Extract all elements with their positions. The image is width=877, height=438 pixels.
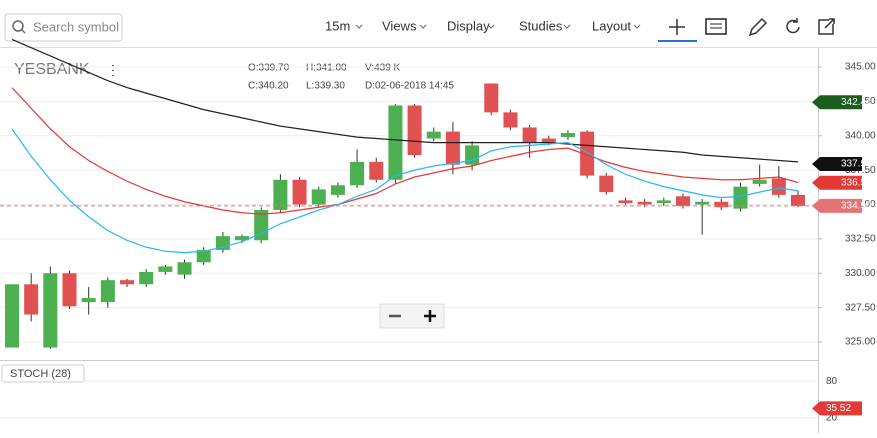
toolbar <box>0 0 877 48</box>
candle-body <box>560 132 575 138</box>
candle-body <box>465 145 480 165</box>
moving-average <box>11 38 799 163</box>
y-tick-label: 345.00 <box>845 62 876 73</box>
moving-average <box>11 128 799 254</box>
candle-body <box>120 280 135 285</box>
candle-body <box>388 105 403 180</box>
candle-body <box>43 273 58 348</box>
crosshair-button[interactable] <box>658 19 697 42</box>
candle-body <box>791 194 805 206</box>
views-menu[interactable]: Views <box>382 18 417 33</box>
candle-body <box>445 131 460 165</box>
zoom-in[interactable] <box>424 310 436 322</box>
info-close: C:340.20 <box>248 81 289 92</box>
info-date: D:02-06-2018 14:45 <box>365 81 454 92</box>
draw-button[interactable] <box>748 17 768 37</box>
info-open: O:339.70 <box>248 63 290 74</box>
info-high: H:341.00 <box>306 63 347 74</box>
candle-body <box>273 179 288 211</box>
study-label: STOCH (28) <box>10 368 71 380</box>
candle-body <box>484 83 499 113</box>
search-icon <box>20 28 26 34</box>
candle-body <box>695 201 710 205</box>
search-placeholder: Search symbol <box>33 19 119 34</box>
candle-body <box>407 105 422 156</box>
search-box[interactable] <box>4 13 123 42</box>
candle-body <box>771 178 786 195</box>
price-tag <box>812 175 862 190</box>
y-tick-label: 330.00 <box>845 268 876 279</box>
info-volume: V:439 K <box>365 63 401 74</box>
candle-body <box>254 210 269 241</box>
candle-body <box>580 131 595 176</box>
candle-body <box>675 196 690 206</box>
y-tick-label: 325.00 <box>845 337 876 348</box>
candle-body <box>81 298 96 303</box>
study-tag-label: 35.52 <box>826 403 851 414</box>
candle-body <box>599 175 614 193</box>
info-button[interactable] <box>705 18 727 35</box>
zoom-controls <box>379 303 445 329</box>
candle-body <box>369 161 384 180</box>
candle-body <box>330 185 345 195</box>
reset-button[interactable] <box>786 18 800 34</box>
interval-menu[interactable]: 15m <box>325 18 350 33</box>
candle-body <box>139 271 154 285</box>
info-low: L:339.30 <box>306 81 345 92</box>
price-tag <box>812 156 862 171</box>
price-tag <box>812 198 862 213</box>
popout-button[interactable] <box>818 18 835 35</box>
candle-body <box>541 138 556 143</box>
candle-body <box>618 200 633 204</box>
menu-carets <box>355 24 641 29</box>
candle-body <box>637 201 652 205</box>
studies-menu[interactable]: Studies <box>519 18 563 33</box>
price-tag-label: 336.58 <box>841 177 872 188</box>
candle-body <box>522 127 537 143</box>
candle-body <box>235 236 250 241</box>
price-tag <box>812 95 862 110</box>
candle-body <box>503 112 518 128</box>
study-tag <box>812 401 862 416</box>
price-tag-label: 334.90 <box>841 201 872 212</box>
candle-body <box>100 280 115 303</box>
layout-menu[interactable]: Layout <box>592 18 631 33</box>
study-tick-label: 80 <box>826 376 838 387</box>
y-tick-label: 340.00 <box>845 130 876 141</box>
search-icon <box>12 20 24 32</box>
candle-body <box>292 179 307 205</box>
symbol-title: YESBANK <box>14 61 90 78</box>
candle-body <box>5 284 19 348</box>
study-label-box[interactable] <box>1 364 85 383</box>
price-tag-label: 342.44 <box>841 97 872 108</box>
price-tag-label: 337.95 <box>841 159 872 170</box>
moving-average <box>11 87 799 215</box>
candle-body <box>426 131 441 139</box>
y-tick-label: 327.50 <box>845 302 876 313</box>
candle-body <box>24 284 39 315</box>
candle-body <box>752 179 767 184</box>
display-menu[interactable]: Display <box>447 18 490 33</box>
candle-body <box>196 249 211 263</box>
study-tick-label: 20 <box>826 412 838 423</box>
candle-body <box>158 266 173 272</box>
y-tick-label: 332.50 <box>845 234 876 245</box>
candle-body <box>62 273 77 307</box>
candle-body <box>656 200 671 204</box>
candle-body <box>714 201 729 208</box>
candle-body <box>311 189 326 205</box>
candle-body <box>350 161 365 186</box>
candle-body <box>177 262 192 275</box>
candle-body <box>733 186 748 209</box>
